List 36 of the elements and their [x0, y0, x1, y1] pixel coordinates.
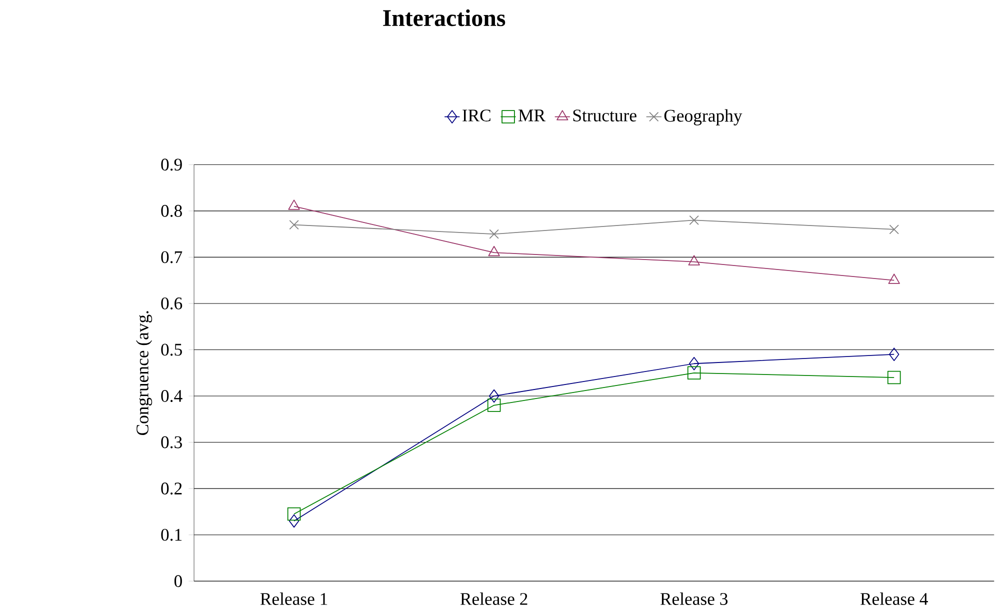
y-tick-label: 0.3: [161, 436, 182, 448]
point: [889, 224, 899, 234]
y-tick-label: 0.2: [161, 482, 182, 495]
y-tick-label: 0.6: [161, 298, 182, 310]
point: [488, 389, 500, 403]
y-tick-label: 0.9: [161, 158, 182, 171]
legend-label: Structure: [573, 110, 636, 122]
point: [887, 370, 901, 384]
y-tick-label: 0.4: [161, 390, 182, 402]
point: [289, 220, 299, 230]
point: [489, 229, 499, 239]
y-axis-title: Congruence (avg.: [136, 311, 152, 436]
point: [688, 357, 700, 370]
point: [288, 200, 300, 210]
point: [689, 215, 699, 226]
point: [488, 246, 500, 256]
legend-label: IRC: [462, 110, 490, 122]
y-tick-label: 0.7: [161, 251, 182, 264]
point: [888, 274, 900, 284]
point: [888, 348, 900, 362]
point: [287, 507, 301, 521]
y-tick-label: 0.8: [161, 204, 182, 217]
x-tick-label: Release 4: [860, 592, 928, 606]
point: [487, 398, 501, 412]
legend-label: Geography: [664, 109, 742, 126]
point: [288, 514, 300, 528]
legend-label: MR: [518, 110, 546, 122]
chart-title: Interactions: [383, 9, 506, 26]
x-tick-label: Release 3: [660, 592, 728, 606]
x-tick-label: Release 2: [460, 592, 528, 606]
y-tick-label: 0.1: [161, 528, 182, 541]
y-tick-label: 0: [174, 575, 182, 588]
y-tick-label: 0.5: [161, 344, 182, 356]
x-tick-label: Release 1: [260, 592, 328, 606]
point: [688, 255, 700, 266]
point: [687, 366, 701, 380]
